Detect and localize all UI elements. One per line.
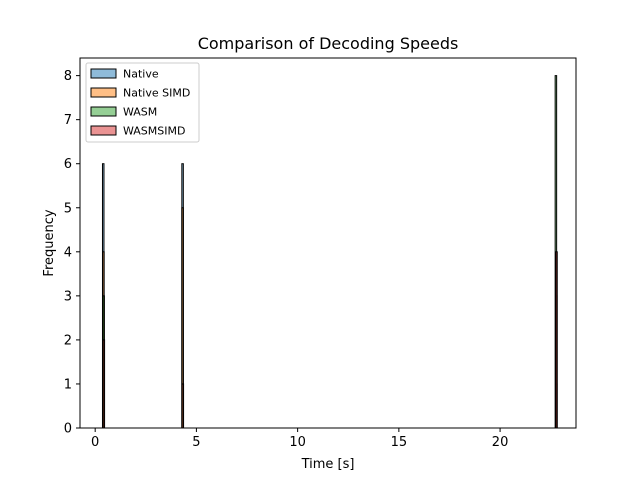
bar-series-3-bin-1 <box>181 383 185 429</box>
legend-box <box>85 62 200 143</box>
y-tick-label-3: 3 <box>64 289 72 304</box>
y-tick-label-6: 6 <box>64 157 72 172</box>
legend: Native Native SIMD WASM WASMSIMD <box>85 62 200 143</box>
legend-swatch-2 <box>90 106 117 117</box>
y-tick-label-0: 0 <box>64 422 72 437</box>
x-tick-label-3: 15 <box>391 435 408 450</box>
x-tick-label-4: 20 <box>492 435 509 450</box>
legend-label-2: WASM <box>123 106 157 119</box>
bars-layer <box>101 75 558 429</box>
x-tick-label-0: 0 <box>91 435 99 450</box>
x-axis-label: Time [s] <box>301 457 355 472</box>
legend-label-3: WASMSIMD <box>123 125 185 138</box>
legend-swatch-1 <box>90 87 117 98</box>
bar-series-3-bin-2 <box>555 251 558 429</box>
y-tick-label-5: 5 <box>64 201 72 216</box>
plot-frame <box>79 57 577 429</box>
y-tick-label-7: 7 <box>64 113 72 128</box>
y-axis-label: Frequency <box>42 209 57 276</box>
bar-series-3-bin-0 <box>102 339 106 429</box>
y-tick-label-4: 4 <box>64 245 72 260</box>
legend-label-0: Native <box>123 68 159 81</box>
chart-title: Comparison of Decoding Speeds <box>198 34 459 53</box>
legend-label-1: Native SIMD <box>123 87 190 100</box>
y-axis-ticks: 0 1 2 3 4 5 6 7 8 <box>64 69 80 437</box>
y-tick-label-8: 8 <box>64 69 72 84</box>
legend-swatch-0 <box>90 68 117 79</box>
legend-swatch-3 <box>90 125 117 136</box>
x-tick-label-1: 5 <box>192 435 200 450</box>
y-tick-label-2: 2 <box>64 333 72 348</box>
x-tick-label-2: 10 <box>289 435 306 450</box>
x-axis-ticks: 0 5 10 15 20 <box>91 428 508 450</box>
y-tick-label-1: 1 <box>64 377 72 392</box>
